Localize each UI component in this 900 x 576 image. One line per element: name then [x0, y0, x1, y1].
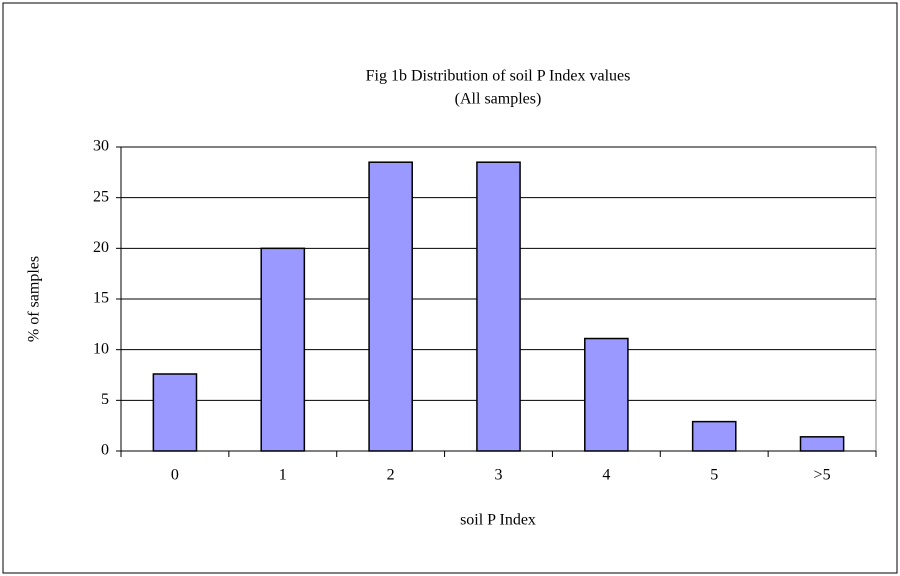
- x-tick-label: 3: [495, 467, 503, 484]
- x-tick-label: 2: [387, 467, 395, 484]
- x-tick-label: 0: [171, 467, 179, 484]
- bar: [584, 337, 629, 452]
- x-axis-label: soil P Index: [460, 512, 536, 529]
- chart-title: Fig 1b Distribution of soil P Index valu…: [366, 68, 631, 85]
- y-tick-label: 30: [93, 138, 109, 155]
- y-tick-label: 5: [101, 391, 109, 408]
- bar: [368, 161, 413, 452]
- y-tick-label: 20: [93, 239, 109, 256]
- x-tick-label: 4: [602, 467, 610, 484]
- bar: [476, 161, 521, 452]
- y-axis-label: % of samples: [26, 256, 43, 342]
- bar: [799, 436, 845, 452]
- y-tick-label: 0: [101, 442, 109, 459]
- y-tick-label: 10: [93, 340, 109, 357]
- x-tick-label: >5: [814, 467, 831, 484]
- bar: [691, 420, 737, 452]
- y-tick-label: 25: [93, 188, 109, 205]
- x-tick-label: 1: [279, 467, 287, 484]
- chart-subtitle: (All samples): [455, 91, 542, 108]
- x-tick-label: 5: [710, 467, 718, 484]
- y-tick-label: 15: [93, 290, 109, 307]
- bar: [152, 373, 198, 452]
- bar: [260, 247, 306, 452]
